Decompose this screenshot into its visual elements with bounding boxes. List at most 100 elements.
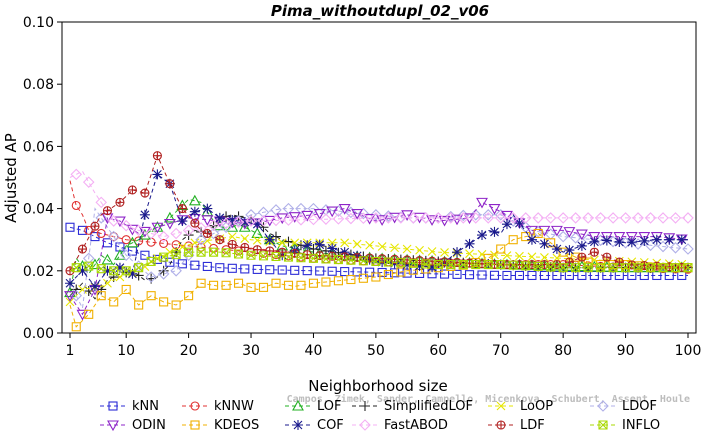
data-point [433,260,443,270]
data-point [165,179,175,189]
data-point [370,209,382,221]
data-point [526,234,537,245]
data-point [308,253,319,263]
data-point [664,234,675,245]
data-point [658,263,668,273]
data-point [308,278,319,288]
data-point [220,217,232,230]
data-point [71,284,82,295]
data-point [107,215,120,227]
data-point [282,214,295,226]
data-point [415,245,424,255]
data-point [258,251,269,261]
data-point [214,212,225,223]
x-tick-label: 1 [66,343,75,359]
data-point [345,206,357,219]
legend-label: kNN [132,399,159,414]
legend-item-knn: kNN [100,399,159,414]
data-point [171,250,181,260]
data-point [302,266,312,276]
legend-marker [293,420,303,430]
data-point [496,260,506,270]
data-point [507,212,519,224]
data-point [84,309,94,319]
data-point [557,212,569,224]
data-point [357,207,370,220]
data-point [370,212,382,224]
data-point [170,227,182,240]
data-point [458,260,468,270]
data-point [420,212,432,224]
data-point [676,234,687,245]
data-point [614,237,625,248]
x-tick-label: 100 [675,343,702,359]
data-point [190,238,200,248]
data-point [445,212,457,224]
data-point [246,250,256,260]
data-point [583,263,593,273]
data-point [227,263,237,273]
data-point [552,270,562,281]
legend-label: SimplifiedLOF [384,399,473,414]
data-point [401,210,414,221]
data-point [494,212,507,224]
data-point [588,232,601,243]
data-point [488,204,501,215]
data-point [152,151,162,161]
legend-item-odin: ODIN [100,418,166,433]
data-point [159,238,169,248]
data-point [126,236,139,248]
data-point [638,232,651,243]
data-point [338,204,351,215]
data-point [427,262,438,273]
data-point [521,261,531,271]
data-point [582,212,594,224]
y-tick-label: 0.02 [23,264,54,280]
data-point [127,268,138,279]
data-point [438,215,451,227]
y-tick-label: 0.08 [23,77,54,93]
data-point [139,209,150,220]
x-tick-label: 50 [367,343,385,359]
data-point [382,212,395,224]
data-point [77,225,88,235]
series-knnw [69,180,693,274]
series-line [69,154,689,272]
data-point [270,214,282,227]
data-point [240,264,250,274]
data-point [290,238,300,248]
data-point [426,215,438,226]
data-point [395,212,407,224]
legend-marker [496,401,506,411]
data-point [232,216,245,229]
data-point [489,270,500,280]
legend: kNN kNNW LOF SimplifiedLOF LoOP LDOF ODIN KDEOS… [100,399,660,433]
data-point [95,212,107,224]
data-point [601,235,612,246]
data-point [602,252,612,262]
data-point [539,270,549,281]
data-point [452,247,463,258]
data-point [227,215,238,226]
y-tick-label: 0.04 [23,202,54,218]
series-line [69,232,688,328]
data-point [326,206,339,218]
data-point [283,280,294,290]
data-point [65,222,75,232]
data-point [663,233,676,244]
data-point [332,213,345,225]
data-point [215,263,225,273]
legend-item-ldof: LDOF [590,399,657,414]
data-point [477,270,487,280]
data-point [589,247,599,257]
data-point [683,263,693,273]
x-tick-label: 90 [617,343,635,359]
data-point [264,234,275,245]
series-ldof [69,202,694,310]
data-point [182,224,195,237]
data-point [564,270,574,281]
x-tick-label: 70 [492,343,510,359]
y-tick-label: 0.00 [23,326,54,342]
x-tick-label: 60 [429,343,447,359]
data-point [251,227,264,239]
